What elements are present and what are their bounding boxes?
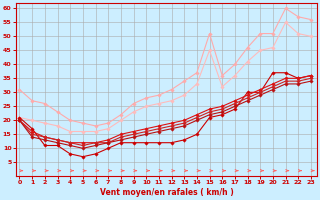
X-axis label: Vent moyen/en rafales ( km/h ): Vent moyen/en rafales ( km/h ) [100,188,233,197]
